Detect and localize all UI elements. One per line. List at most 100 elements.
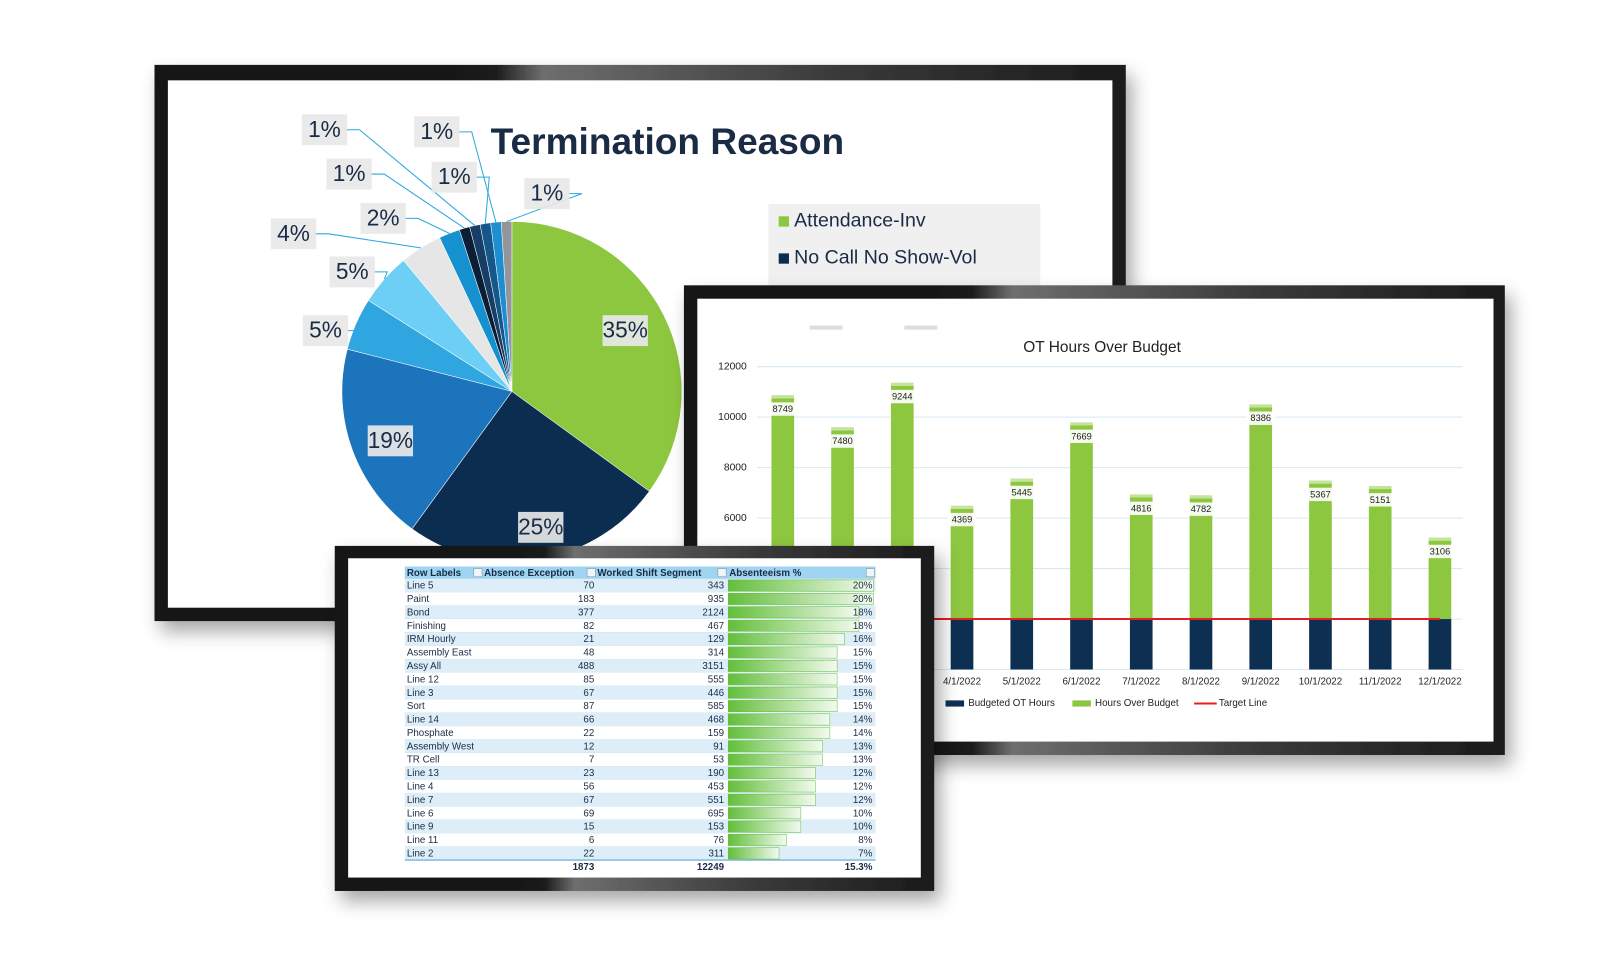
- label-box: [326, 158, 372, 190]
- table-cell: Sort: [407, 701, 425, 712]
- data-bar: [727, 820, 802, 833]
- data-label-box: [1067, 429, 1096, 444]
- table-cell: 12%: [853, 795, 873, 806]
- legend-label: Hours Over Budget: [1095, 698, 1179, 709]
- table-cell: 87: [583, 701, 594, 712]
- table-cell: 15%: [853, 648, 873, 659]
- legend-box: [768, 203, 1041, 287]
- filter-button: [865, 568, 875, 578]
- total-cell: 12249: [697, 862, 725, 873]
- data-label: 5%: [336, 258, 369, 284]
- bar-segment: [1368, 489, 1392, 620]
- data-label-box: [887, 389, 917, 404]
- table-cell: 15%: [853, 674, 873, 685]
- bar-cap: [1010, 478, 1034, 482]
- data-bar: [727, 633, 845, 646]
- table-cell: Line 4: [407, 781, 434, 792]
- bar-cap: [831, 427, 854, 431]
- data-label: 4816: [1131, 503, 1152, 513]
- leader-line: [474, 176, 490, 224]
- total-cell: 1873: [573, 862, 595, 873]
- label-box: [518, 511, 564, 543]
- data-label-box: [1186, 502, 1216, 516]
- table-cell: 21: [583, 634, 594, 645]
- data-label-box: [1126, 501, 1156, 516]
- data-bar: [727, 767, 816, 779]
- bar-cap: [1070, 422, 1093, 426]
- table-cell: IRM Hourly: [407, 634, 456, 645]
- bar-cap: [1189, 495, 1213, 499]
- monitor-table: Row Labels Absence Exception Worked Shift …: [334, 545, 935, 891]
- pie-title: Termination Reason: [491, 120, 845, 162]
- bar-segment: [1249, 407, 1273, 620]
- column-header: Row Labels: [407, 568, 462, 579]
- header-bg: [404, 566, 876, 579]
- data-label: 5151: [1370, 495, 1391, 505]
- table-cell: 7%: [858, 848, 872, 859]
- data-bar: [727, 780, 816, 793]
- leader-line: [346, 323, 362, 332]
- data-label: 25%: [518, 513, 563, 539]
- table-cell: 85: [583, 674, 594, 685]
- table-cell: Assembly West: [407, 741, 474, 752]
- table-cell: 69: [583, 808, 594, 819]
- data-label: 4%: [277, 220, 310, 246]
- bar-cap: [1249, 404, 1273, 408]
- table-cell: 12%: [853, 781, 873, 792]
- data-bar: [727, 713, 831, 726]
- table-cell: 82: [583, 621, 594, 632]
- bar-segment: [1129, 619, 1153, 670]
- data-label: 2%: [367, 204, 400, 230]
- data-bar: [727, 740, 823, 753]
- x-tick-label: 10/1/2022: [1299, 676, 1342, 687]
- x-tick-label: 11/1/2022: [1359, 676, 1402, 687]
- table-cell: 53: [713, 755, 724, 766]
- table-cell: 159: [708, 728, 724, 739]
- y-tick-label: 8000: [724, 462, 747, 473]
- data-label: 7669: [1071, 431, 1092, 441]
- column-header: Absenteeism %: [729, 568, 802, 579]
- table-cell: 14%: [853, 728, 873, 739]
- leader-line: [314, 233, 421, 249]
- table-cell: 3151: [702, 661, 724, 672]
- data-bar: [727, 700, 838, 712]
- label-box: [414, 116, 460, 148]
- table-cell: 66: [583, 715, 594, 726]
- data-label: 1%: [438, 163, 471, 189]
- toolbar-dash: [904, 325, 938, 330]
- data-label: 5445: [1011, 487, 1032, 497]
- x-tick-label: 9/1/2022: [1242, 676, 1280, 687]
- label-box: [302, 315, 349, 347]
- data-bar: [727, 807, 802, 820]
- table-cell: Assembly East: [407, 648, 472, 659]
- filter-button: [473, 568, 483, 578]
- data-label: 9244: [892, 392, 913, 402]
- table-cell: 2124: [702, 607, 724, 618]
- table-cell: 10%: [853, 822, 873, 833]
- table-cell: Line 2: [407, 848, 434, 859]
- table-cell: 446: [708, 688, 724, 699]
- label-box: [602, 315, 648, 347]
- bar-segment: [1189, 498, 1213, 620]
- x-tick-label: 5/1/2022: [1003, 676, 1041, 687]
- table-cell: 314: [708, 648, 725, 659]
- table-cell: 488: [578, 661, 594, 672]
- data-bar: [727, 673, 838, 686]
- legend-label: Target Line: [1219, 698, 1267, 709]
- data-label: 35%: [603, 317, 648, 343]
- table-cell: 15: [583, 822, 594, 833]
- bar-cap: [1368, 485, 1392, 490]
- table-cell: Line 6: [407, 808, 434, 819]
- table-cell: 15%: [853, 661, 873, 672]
- label-box: [329, 256, 375, 288]
- table-cell: Line 9: [407, 822, 434, 833]
- column-header: Absence Exception: [484, 568, 574, 579]
- data-bar: [727, 834, 787, 846]
- x-tick-label: 12/1/2022: [1418, 676, 1461, 687]
- column-header: Worked Shift Segment: [597, 568, 702, 579]
- legend-swatch: [1072, 700, 1091, 707]
- table-cell: Line 5: [407, 581, 434, 592]
- legend-swatch: [778, 216, 789, 227]
- bar-title: OT Hours Over Budget: [1023, 339, 1181, 356]
- data-label: 3106: [1430, 546, 1451, 556]
